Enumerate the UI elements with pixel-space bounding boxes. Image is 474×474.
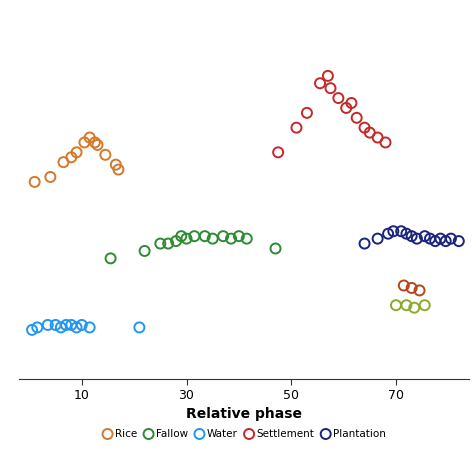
Settlement xyxy=(382,139,389,146)
Plantation xyxy=(437,235,444,242)
Rice xyxy=(31,178,38,186)
Fallow xyxy=(164,240,172,247)
Fallow xyxy=(191,232,198,240)
Rice xyxy=(91,139,99,146)
Settlement xyxy=(353,114,361,122)
Plantation xyxy=(455,237,463,245)
Rice xyxy=(81,139,88,146)
Fallow xyxy=(172,237,180,245)
Settlement xyxy=(292,124,300,131)
Fallow xyxy=(272,245,279,252)
Settlement xyxy=(366,129,374,137)
Plantation xyxy=(413,235,421,242)
X-axis label: Relative phase: Relative phase xyxy=(186,408,302,421)
Water xyxy=(28,326,36,334)
Rice xyxy=(86,134,93,141)
Legend: Rice, Fallow, Water, Settlement, Plantation: Rice, Fallow, Water, Settlement, Plantat… xyxy=(98,425,390,443)
Settlement xyxy=(335,94,342,102)
Rice xyxy=(73,148,81,156)
Plantation xyxy=(390,228,397,235)
Fallow xyxy=(141,247,148,255)
Plantation xyxy=(442,237,449,245)
Plantation xyxy=(361,240,368,247)
Settlement xyxy=(374,134,382,141)
Fallow xyxy=(227,235,235,242)
Settlement xyxy=(324,72,332,80)
Fallow xyxy=(209,235,217,242)
Water xyxy=(136,324,143,331)
Rice xyxy=(67,154,75,161)
Water xyxy=(34,324,41,331)
Point xyxy=(410,304,418,311)
Settlement xyxy=(316,80,324,87)
Water xyxy=(57,324,64,331)
Water xyxy=(78,321,86,329)
Point xyxy=(402,301,410,309)
Water xyxy=(67,321,75,329)
Fallow xyxy=(201,232,209,240)
Fallow xyxy=(235,232,243,240)
Rice xyxy=(112,161,119,168)
Plantation xyxy=(408,232,415,240)
Point xyxy=(416,287,423,294)
Rice xyxy=(94,141,101,149)
Rice xyxy=(60,158,67,166)
Settlement xyxy=(361,124,368,131)
Fallow xyxy=(182,235,190,242)
Point xyxy=(400,282,408,289)
Rice xyxy=(101,151,109,159)
Point xyxy=(392,301,400,309)
Settlement xyxy=(274,148,282,156)
Fallow xyxy=(177,232,185,240)
Water xyxy=(44,321,52,329)
Rice xyxy=(115,166,122,173)
Fallow xyxy=(107,255,114,262)
Point xyxy=(408,284,415,292)
Water xyxy=(52,321,59,329)
Fallow xyxy=(219,232,227,240)
Water xyxy=(73,324,81,331)
Plantation xyxy=(374,235,382,242)
Settlement xyxy=(327,84,334,92)
Plantation xyxy=(447,235,455,242)
Plantation xyxy=(397,228,405,235)
Rice xyxy=(46,173,54,181)
Point xyxy=(421,301,428,309)
Water xyxy=(62,321,70,329)
Plantation xyxy=(426,235,434,242)
Water xyxy=(86,324,93,331)
Plantation xyxy=(384,230,392,237)
Settlement xyxy=(303,109,311,117)
Settlement xyxy=(347,99,355,107)
Plantation xyxy=(402,230,410,237)
Plantation xyxy=(421,232,428,240)
Settlement xyxy=(342,104,350,112)
Plantation xyxy=(431,237,439,245)
Fallow xyxy=(156,240,164,247)
Fallow xyxy=(243,235,251,242)
